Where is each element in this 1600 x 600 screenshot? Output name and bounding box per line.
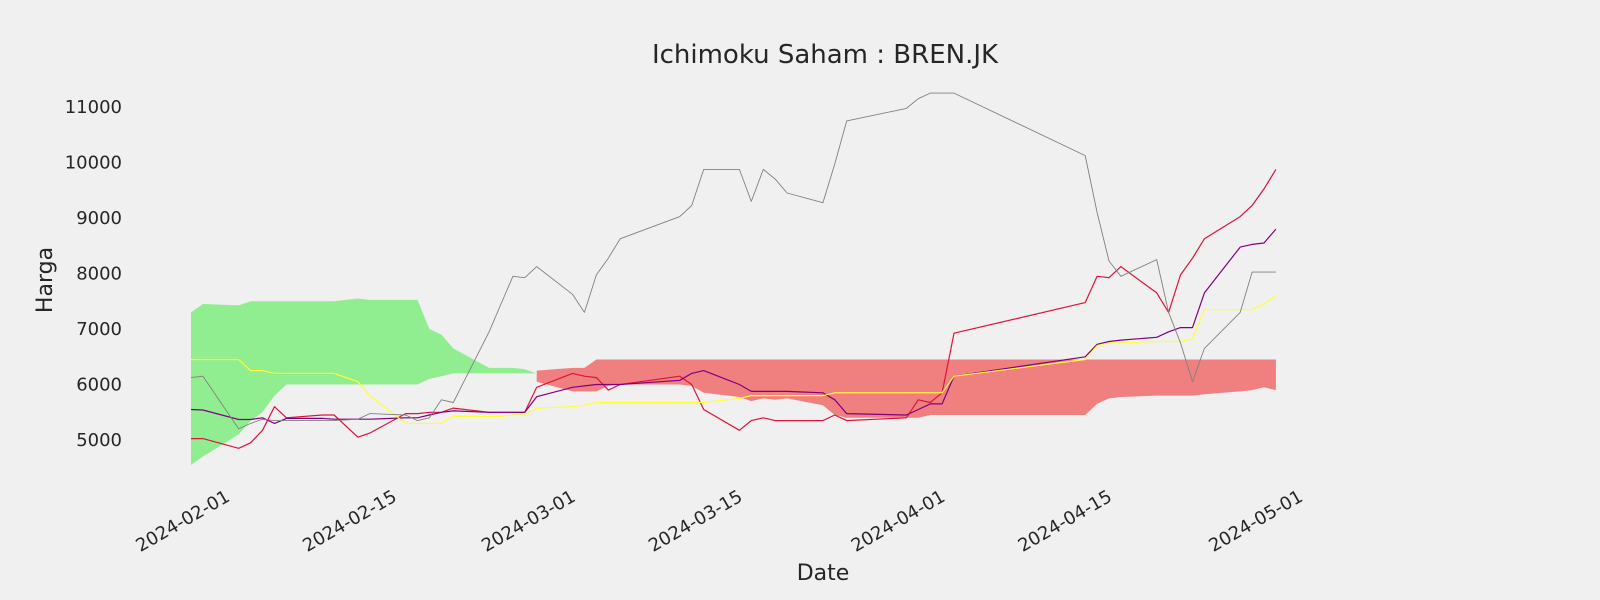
- y-tick-label: 9000: [76, 208, 122, 229]
- y-tick-label: 5000: [76, 430, 122, 451]
- y-tick-label: 6000: [76, 375, 122, 396]
- series-layer: [190, 92, 1277, 449]
- x-tick-label: 2024-04-15: [1015, 486, 1116, 556]
- y-axis-label: Harga: [33, 247, 58, 313]
- x-tick-label: 2024-04-01: [848, 486, 949, 556]
- x-tick-label: 2024-02-01: [132, 486, 233, 556]
- y-tick-label: 10000: [65, 153, 122, 174]
- x-tick-label: 2024-05-01: [1205, 486, 1306, 556]
- y-tick-label: 7000: [76, 319, 122, 340]
- chart-title: Ichimoku Saham : BREN.JK: [652, 40, 999, 70]
- series-line-kijun: [191, 295, 1277, 424]
- series-line-chikou: [190, 92, 1276, 430]
- x-axis-label: Date: [797, 561, 850, 586]
- x-tick-label: 2024-02-15: [299, 486, 400, 556]
- series-line-close: [191, 169, 1277, 449]
- x-tick-label: 2024-03-01: [478, 486, 579, 556]
- cloud-area-cloud-bull: [191, 298, 537, 465]
- x-axis-ticks: 2024-02-01 2024-02-15 2024-03-01 2024-03-15…: [132, 486, 1306, 556]
- y-tick-label: 11000: [65, 97, 122, 118]
- y-tick-label: 8000: [76, 264, 122, 285]
- cloud-area-cloud-bear: [536, 359, 1276, 418]
- x-tick-label: 2024-03-15: [645, 486, 746, 556]
- y-axis-ticks: 5000 6000 7000 8000 9000 10000 11000: [65, 97, 122, 451]
- cloud-layer: [191, 298, 1276, 465]
